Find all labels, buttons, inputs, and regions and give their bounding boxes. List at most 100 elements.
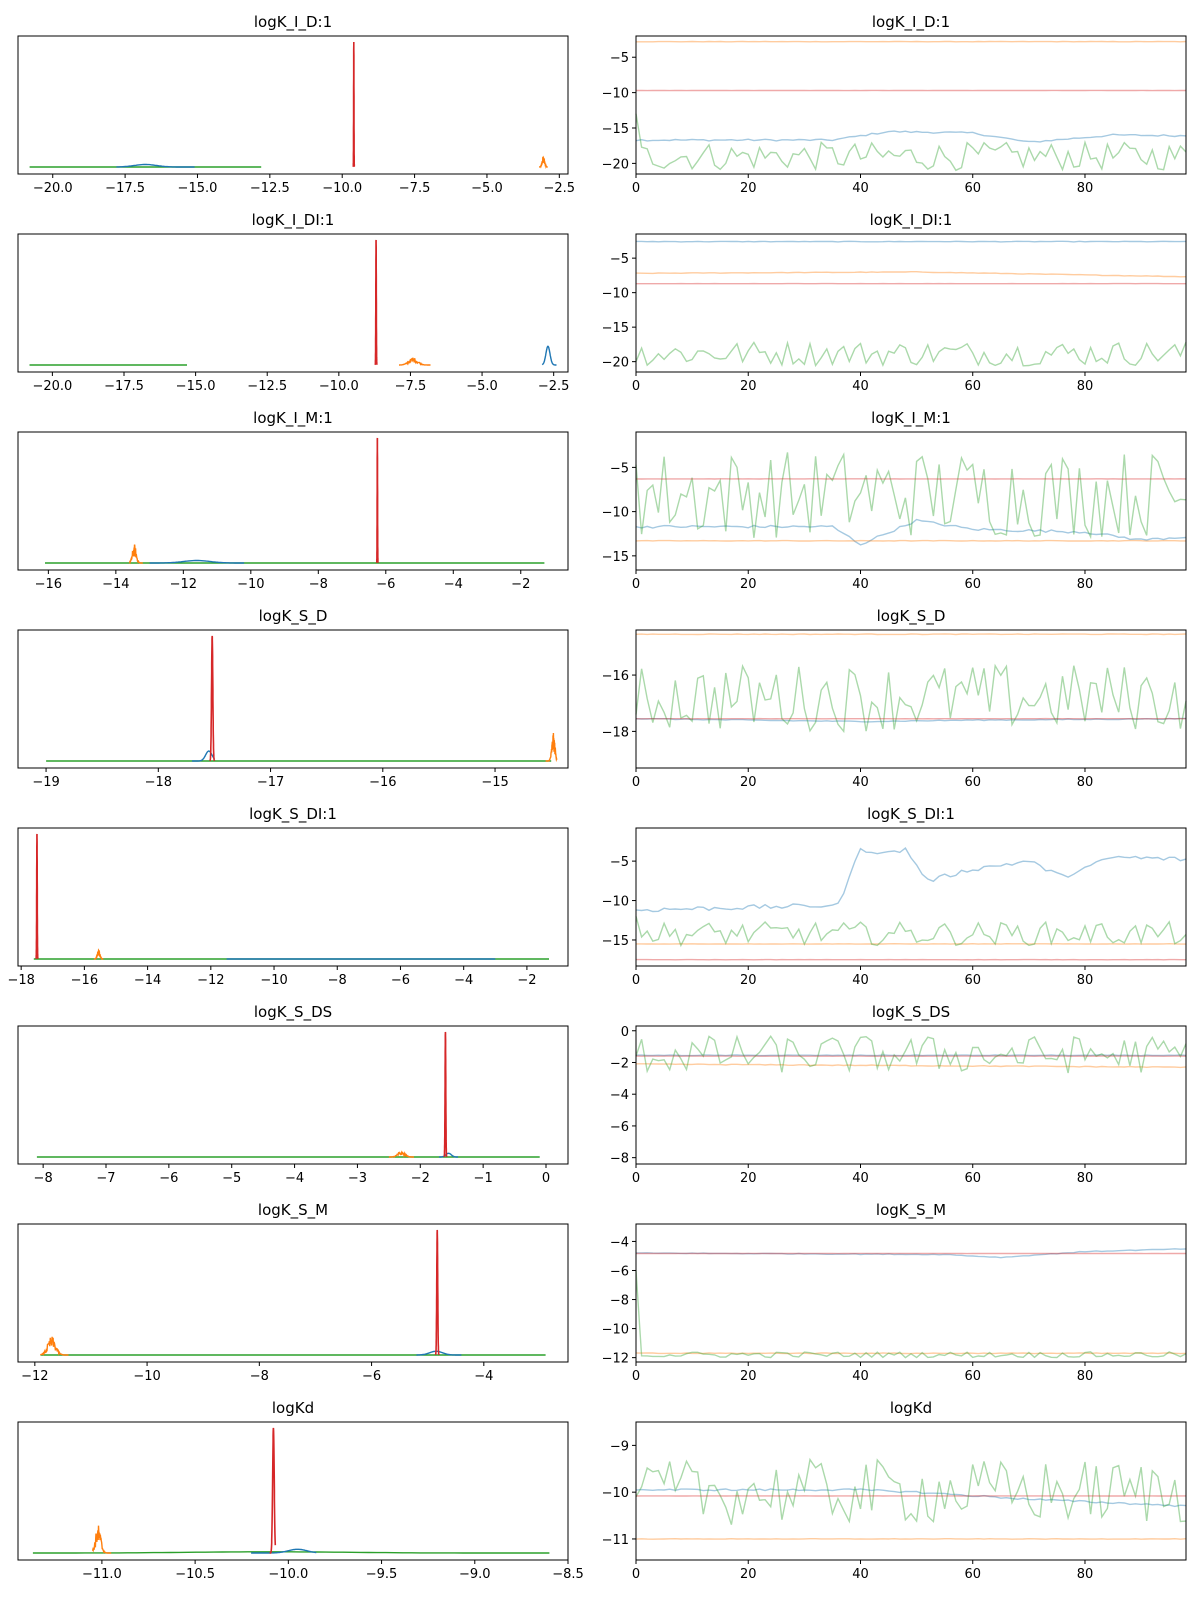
y-tick-label: −11	[602, 1533, 629, 1548]
density-panel-4: logK_S_D −19 −18 −17 −16 −15	[17, 607, 569, 790]
x-tick-label: −2.5	[544, 181, 576, 196]
trace-chain-1	[635, 539, 1186, 542]
x-tick-label: 0	[632, 181, 640, 196]
density-chain-3	[374, 239, 378, 366]
density-panel-5: logK_S_DI:1 −18 −16 −14 −12 −10 −8 −6 −4 −2	[7, 805, 569, 988]
x-tick-label: 40	[852, 973, 869, 988]
density-chain-3	[434, 1229, 440, 1356]
axes-frame	[17, 1421, 569, 1561]
y-tick-label: 0	[621, 1025, 629, 1040]
x-tick-label: −15	[481, 775, 508, 790]
x-tick-label: −2	[411, 1171, 430, 1186]
axes-frame	[17, 827, 569, 967]
trace-chain-0	[635, 847, 1187, 913]
x-tick-label: 0	[632, 1369, 640, 1384]
density-chain-0	[116, 163, 195, 168]
y-tick-label: −10	[602, 87, 629, 102]
x-tick-label: −16	[71, 973, 98, 988]
y-tick-label: −6	[610, 1120, 629, 1135]
panel-title: logKd	[272, 1399, 314, 1417]
x-tick-label: −10.0	[268, 1567, 308, 1582]
x-tick-label: −8	[309, 577, 328, 592]
x-tick-label: 80	[1077, 973, 1094, 988]
trace-chain-2	[635, 916, 1187, 948]
panel-title: logK_S_DS	[872, 1003, 950, 1022]
panel-title: logK_I_DI:1	[870, 211, 953, 230]
density-chain-3	[209, 635, 216, 762]
y-tick-label: −10	[602, 1323, 629, 1338]
y-tick-label: −9	[610, 1439, 629, 1454]
x-tick-label: −4	[474, 1369, 493, 1384]
axes-frame	[17, 1223, 569, 1363]
panel-title: logK_S_DS	[254, 1003, 332, 1022]
x-tick-label: −7.5	[399, 181, 431, 196]
density-chain-1	[545, 732, 558, 763]
x-tick-label: 20	[740, 181, 757, 196]
panel-title: logKd	[890, 1399, 932, 1417]
x-tick-label: −9.5	[366, 1567, 398, 1582]
x-tick-label: 20	[740, 577, 757, 592]
x-tick-label: −5	[222, 1171, 241, 1186]
x-tick-label: 40	[852, 379, 869, 394]
x-tick-label: 80	[1077, 1171, 1094, 1186]
y-tick-label: −16	[602, 669, 629, 684]
x-tick-label: −8	[34, 1171, 53, 1186]
x-tick-label: −17	[257, 775, 284, 790]
x-tick-label: 0	[632, 577, 640, 592]
x-tick-label: 40	[852, 1567, 869, 1582]
density-chain-0	[439, 1152, 458, 1158]
density-chain-1	[399, 357, 431, 366]
density-chain-3	[375, 437, 379, 563]
x-tick-label: 60	[964, 1567, 981, 1582]
x-tick-label: 60	[964, 379, 981, 394]
density-chain-0	[251, 1548, 317, 1554]
axes-frame	[635, 233, 1187, 373]
panel-title: logK_I_M:1	[871, 409, 951, 428]
x-tick-label: −10	[133, 1369, 160, 1384]
trace-chain-2	[635, 340, 1187, 368]
trace-chain-2	[635, 1034, 1187, 1074]
trace-chain-1	[635, 633, 1187, 636]
axes-frame	[635, 1421, 1187, 1561]
trace-chain-0	[635, 1488, 1187, 1508]
x-tick-label: 20	[740, 379, 757, 394]
trace-chain-0	[635, 1054, 1187, 1057]
trace-chain-2	[635, 113, 1187, 172]
y-tick-label: −4	[610, 1088, 629, 1103]
x-tick-label: 60	[964, 973, 981, 988]
axes-frame	[635, 827, 1187, 967]
trace-panel-7: logK_S_M 0 20 40 60 80 −4 −6 −8 −10 −12	[602, 1201, 1187, 1384]
axes-frame	[17, 431, 569, 571]
x-tick-label: 80	[1077, 379, 1094, 394]
x-tick-label: 40	[852, 577, 869, 592]
x-tick-label: −16	[35, 577, 62, 592]
density-chain-3	[352, 42, 356, 168]
density-chain-1	[93, 948, 104, 960]
x-tick-label: −5.0	[466, 379, 498, 394]
x-tick-label: −17.5	[104, 379, 144, 394]
x-tick-label: −8	[328, 973, 347, 988]
trace-chain-2	[635, 1457, 1187, 1525]
x-tick-label: 20	[740, 1369, 757, 1384]
y-tick-label: −10	[602, 1486, 629, 1501]
panel-title: logK_I_D:1	[254, 13, 332, 32]
x-tick-label: 80	[1077, 577, 1094, 592]
x-tick-label: −4	[285, 1171, 304, 1186]
x-tick-label: 0	[632, 775, 640, 790]
x-tick-label: −10	[237, 577, 264, 592]
x-tick-label: −17.5	[105, 181, 145, 196]
x-tick-label: 80	[1077, 775, 1094, 790]
panel-title: logK_S_D	[259, 607, 328, 626]
panel-title: logK_S_M	[258, 1201, 328, 1220]
x-tick-label: −19	[32, 775, 59, 790]
trace-chain-1	[635, 1537, 1187, 1540]
axes-frame	[17, 1025, 569, 1165]
density-panel-8: logKd −11.0 −10.5 −10.0 −9.5 −9.0 −8.5	[17, 1399, 584, 1582]
density-panel-3: logK_I_M:1 −16 −14 −12 −10 −8 −6 −4 −2	[17, 409, 569, 592]
y-tick-label: −5	[610, 51, 629, 66]
y-tick-label: −5	[610, 461, 629, 476]
axes-frame	[635, 1025, 1187, 1165]
density-chain-1	[128, 544, 143, 565]
x-tick-label: 60	[964, 1369, 981, 1384]
x-tick-label: −12.5	[247, 379, 287, 394]
